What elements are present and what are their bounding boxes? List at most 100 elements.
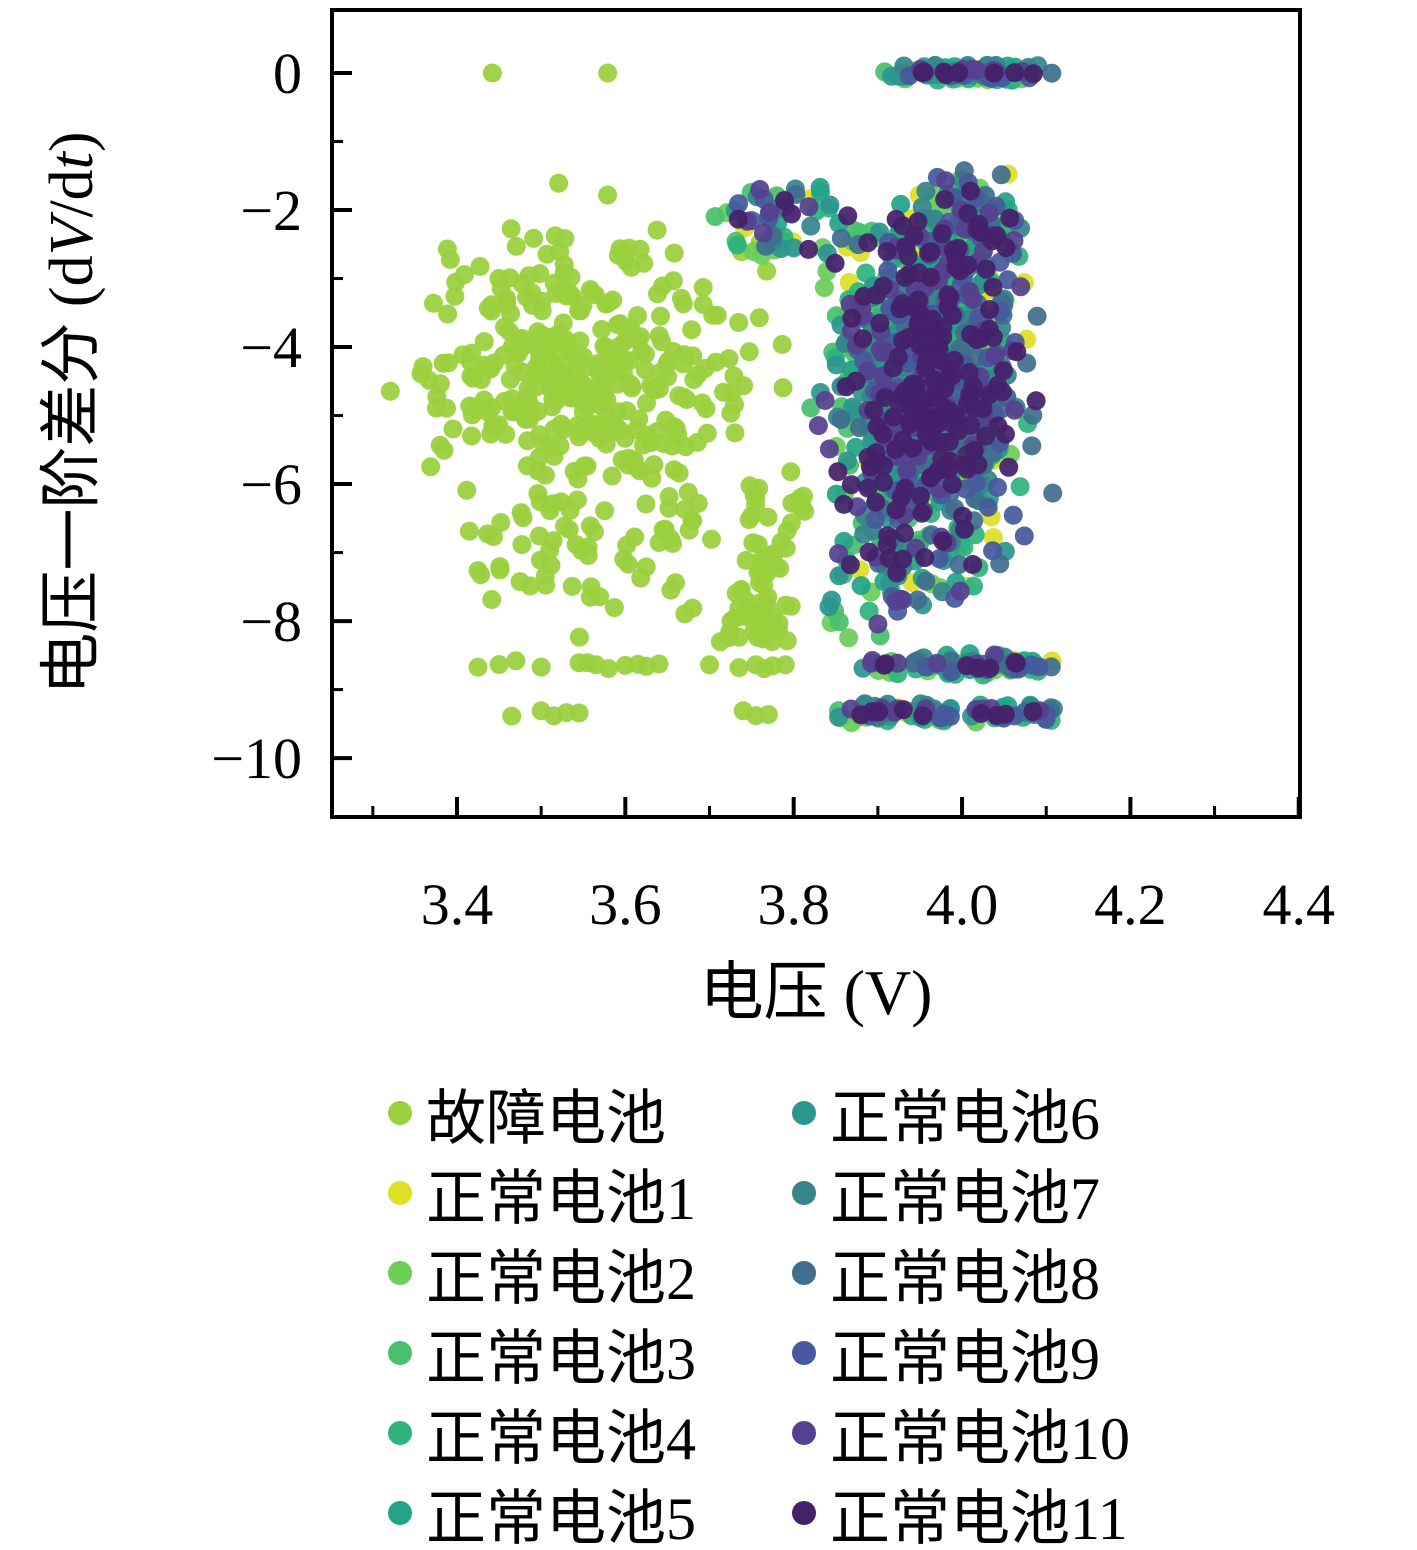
data-point (434, 440, 454, 460)
data-point (995, 704, 1015, 724)
data-point (609, 420, 629, 440)
data-point (781, 513, 801, 533)
data-point (560, 500, 580, 520)
data-point (462, 426, 482, 446)
data-point (549, 173, 569, 193)
data-point (468, 561, 488, 581)
data-point (875, 388, 895, 407)
data-point (971, 704, 991, 723)
data-point (987, 226, 1007, 246)
data-point (893, 549, 913, 569)
data-point (829, 544, 848, 564)
data-point (976, 259, 996, 279)
data-point (961, 325, 981, 344)
legend-marker-icon (388, 1421, 412, 1445)
data-point (930, 708, 950, 728)
data-point (495, 391, 515, 411)
x-tick-label: 4.4 (1262, 872, 1335, 937)
data-point (734, 376, 754, 396)
data-point (919, 243, 938, 263)
legend-label: 正常电池8 (830, 1245, 1100, 1312)
data-point (893, 430, 913, 450)
data-point (1000, 208, 1020, 228)
legend-label: 正常电池6 (830, 1085, 1100, 1152)
data-point (682, 510, 702, 530)
legend-item-11: 正常电池11 (792, 1473, 1130, 1550)
data-point (622, 378, 642, 398)
data-point (757, 261, 777, 281)
data-point (866, 285, 886, 305)
data-point (935, 190, 955, 209)
data-point (530, 349, 550, 369)
data-point (840, 555, 860, 575)
data-point (482, 590, 502, 609)
data-point (1005, 400, 1025, 420)
data-point (851, 705, 871, 725)
data-point (991, 165, 1011, 185)
data-point (421, 457, 441, 477)
data-point (706, 352, 726, 372)
data-point (775, 655, 795, 675)
data-point (647, 220, 667, 240)
data-point (649, 654, 669, 674)
data-point (888, 347, 908, 367)
data-point (877, 242, 897, 261)
data-point (461, 366, 481, 386)
data-point (994, 361, 1013, 381)
data-point (531, 657, 551, 677)
data-point (545, 226, 565, 246)
data-point (608, 245, 628, 265)
data-point (696, 399, 716, 419)
data-point (728, 209, 748, 229)
data-point (595, 501, 615, 521)
data-point (529, 447, 549, 467)
data-point (932, 449, 952, 469)
data-point (551, 281, 571, 300)
data-point (957, 656, 977, 676)
data-point (967, 220, 987, 239)
data-point (908, 212, 928, 232)
data-point (831, 410, 851, 429)
data-point (642, 468, 662, 488)
data-point (932, 224, 952, 244)
data-point (524, 332, 544, 352)
data-point (688, 493, 708, 513)
data-point (909, 388, 929, 408)
data-point (874, 472, 893, 492)
data-point (948, 421, 968, 441)
data-point (631, 568, 651, 588)
data-point (537, 244, 557, 264)
data-point (874, 456, 893, 476)
data-point (948, 238, 968, 258)
data-point (831, 228, 851, 248)
data-point (867, 417, 887, 437)
data-point (864, 400, 884, 420)
data-point (426, 398, 446, 418)
data-point (585, 522, 604, 542)
data-point (938, 285, 958, 305)
data-point (958, 204, 978, 224)
data-point (808, 416, 828, 436)
data-point (1027, 306, 1047, 326)
data-point (501, 219, 521, 239)
legend-marker-icon (792, 1101, 816, 1125)
data-point (481, 424, 501, 444)
data-point (753, 223, 773, 243)
data-point (729, 194, 748, 214)
legend-marker-icon (792, 1421, 816, 1445)
data-point (566, 535, 586, 554)
data-point (770, 558, 790, 578)
data-point (913, 706, 933, 726)
legend-item-8: 正常电池8 (792, 1233, 1130, 1313)
data-point (851, 576, 871, 596)
data-point (869, 702, 889, 722)
data-point (530, 492, 550, 512)
data-point (943, 305, 962, 325)
data-point (953, 506, 973, 526)
data-point (912, 503, 932, 523)
data-point (666, 419, 686, 439)
data-point (918, 327, 938, 347)
data-point (983, 277, 1003, 297)
data-point (828, 462, 848, 482)
